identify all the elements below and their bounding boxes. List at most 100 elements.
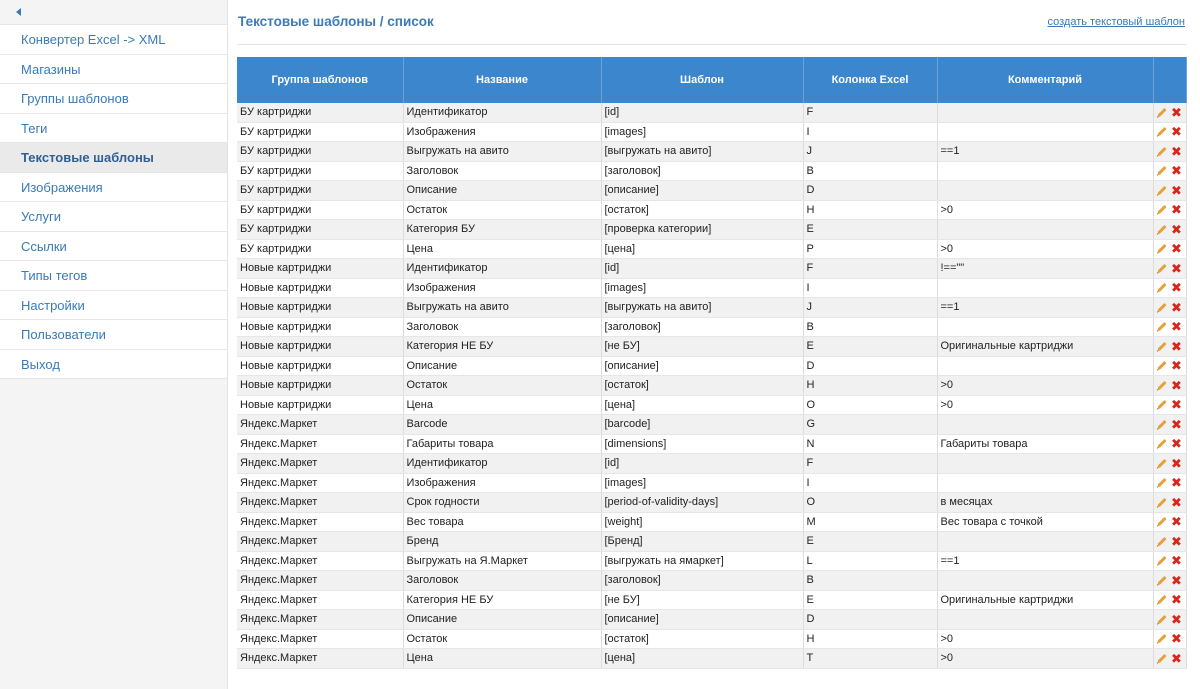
delete-x-icon[interactable]: ✖ (1171, 104, 1182, 120)
pencil-icon[interactable] (1157, 419, 1167, 429)
cell-excel-column: J (803, 141, 938, 162)
delete-x-icon[interactable]: ✖ (1171, 221, 1182, 237)
delete-x-icon[interactable]: ✖ (1171, 280, 1182, 296)
cell-group: БУ картриджи (237, 200, 404, 220)
delete-x-icon[interactable]: ✖ (1171, 319, 1182, 335)
cell-template: [описание] (601, 356, 804, 376)
sidebar-item[interactable]: Магазины (0, 54, 227, 84)
cell-name: Описание (403, 609, 602, 630)
sidebar-item[interactable]: Теги (0, 113, 227, 143)
delete-x-icon[interactable]: ✖ (1171, 377, 1182, 393)
delete-x-icon[interactable]: ✖ (1171, 436, 1182, 452)
pencil-icon[interactable] (1157, 127, 1167, 137)
pencil-icon[interactable] (1157, 361, 1167, 371)
row-actions: ✖ (1153, 551, 1187, 571)
pencil-icon[interactable] (1157, 439, 1167, 449)
cell-group: Яндекс.Маркет (237, 609, 404, 630)
pencil-icon[interactable] (1157, 244, 1167, 254)
sidebar-item[interactable]: Конвертер Excel -> XML (0, 25, 227, 55)
pencil-icon[interactable] (1157, 302, 1167, 312)
cell-name: Остаток (403, 375, 602, 396)
delete-x-icon[interactable]: ✖ (1171, 592, 1182, 608)
delete-x-icon[interactable]: ✖ (1171, 572, 1182, 588)
pencil-icon[interactable] (1157, 458, 1167, 468)
pencil-icon[interactable] (1157, 205, 1167, 215)
cell-excel-column: F (803, 453, 938, 474)
row-actions: ✖ (1153, 200, 1187, 220)
sidebar-item[interactable]: Группы шаблонов (0, 84, 227, 114)
delete-x-icon[interactable]: ✖ (1171, 631, 1182, 647)
pencil-icon[interactable] (1157, 556, 1167, 566)
delete-x-icon[interactable]: ✖ (1171, 202, 1182, 218)
pencil-icon[interactable] (1157, 146, 1167, 156)
delete-x-icon[interactable]: ✖ (1171, 611, 1182, 627)
column-header-group[interactable]: Группа шаблонов (237, 57, 404, 103)
sidebar-item[interactable]: Настройки (0, 290, 227, 320)
delete-x-icon[interactable]: ✖ (1171, 475, 1182, 491)
pencil-icon[interactable] (1157, 166, 1167, 176)
cell-comment: Оригинальные картриджи (937, 336, 1154, 357)
cell-template: [остаток] (601, 375, 804, 396)
pencil-icon[interactable] (1157, 595, 1167, 605)
create-text-template-link[interactable]: создать текстовый шаблон (1047, 16, 1185, 28)
column-header-name[interactable]: Название (403, 57, 602, 103)
delete-x-icon[interactable]: ✖ (1171, 299, 1182, 315)
pencil-icon[interactable] (1157, 283, 1167, 293)
delete-x-icon[interactable]: ✖ (1171, 533, 1182, 549)
pencil-icon[interactable] (1157, 380, 1167, 390)
delete-x-icon[interactable]: ✖ (1171, 650, 1182, 666)
pencil-icon[interactable] (1157, 575, 1167, 585)
delete-x-icon[interactable]: ✖ (1171, 163, 1182, 179)
pencil-icon[interactable] (1157, 341, 1167, 351)
pencil-icon[interactable] (1157, 517, 1167, 527)
sidebar-item[interactable]: Выход (0, 349, 227, 379)
cell-template: [id] (601, 453, 804, 474)
column-header-template[interactable]: Шаблон (601, 57, 804, 103)
delete-x-icon[interactable]: ✖ (1171, 514, 1182, 530)
pencil-icon[interactable] (1157, 634, 1167, 644)
delete-x-icon[interactable]: ✖ (1171, 124, 1182, 140)
pencil-icon[interactable] (1157, 653, 1167, 663)
cell-excel-column: E (803, 590, 938, 610)
pencil-icon[interactable] (1157, 322, 1167, 332)
pencil-icon[interactable] (1157, 263, 1167, 273)
pencil-icon[interactable] (1157, 400, 1167, 410)
cell-group: Новые картриджи (237, 395, 404, 415)
pencil-icon[interactable] (1157, 497, 1167, 507)
sidebar-item[interactable]: Пользователи (0, 320, 227, 350)
delete-x-icon[interactable]: ✖ (1171, 338, 1182, 354)
row-actions: ✖ (1153, 122, 1187, 142)
pencil-icon[interactable] (1157, 224, 1167, 234)
pencil-icon[interactable] (1157, 185, 1167, 195)
delete-x-icon[interactable]: ✖ (1171, 241, 1182, 257)
pencil-icon[interactable] (1157, 478, 1167, 488)
delete-x-icon[interactable]: ✖ (1171, 455, 1182, 471)
cell-name: Цена (403, 648, 602, 669)
column-header-comment[interactable]: Комментарий (937, 57, 1154, 103)
sidebar-item[interactable]: Ссылки (0, 231, 227, 261)
column-header-excel-column[interactable]: Колонка Excel (803, 57, 938, 103)
delete-x-icon[interactable]: ✖ (1171, 416, 1182, 432)
sidebar-item[interactable]: Типы тегов (0, 261, 227, 291)
delete-x-icon[interactable]: ✖ (1171, 260, 1182, 276)
delete-x-icon[interactable]: ✖ (1171, 397, 1182, 413)
cell-name: Идентификатор (403, 453, 602, 474)
cell-comment: >0 (937, 629, 1154, 649)
pencil-icon[interactable] (1157, 107, 1167, 117)
cell-template: [остаток] (601, 629, 804, 649)
delete-x-icon[interactable]: ✖ (1171, 553, 1182, 569)
sidebar-collapse-button[interactable] (0, 0, 227, 25)
pencil-icon[interactable] (1157, 614, 1167, 624)
table-row: БУ картриджи Идентификатор [id] F ✖ (237, 103, 1187, 123)
sidebar-item[interactable]: Изображения (0, 172, 227, 202)
cell-comment (937, 219, 1154, 240)
table-row: БУ картриджи Изображения [images] I ✖ (237, 122, 1187, 142)
delete-x-icon[interactable]: ✖ (1171, 182, 1182, 198)
delete-x-icon[interactable]: ✖ (1171, 358, 1182, 374)
row-actions: ✖ (1153, 317, 1187, 337)
sidebar-item[interactable]: Текстовые шаблоны (0, 143, 227, 173)
pencil-icon[interactable] (1157, 536, 1167, 546)
delete-x-icon[interactable]: ✖ (1171, 494, 1182, 510)
sidebar-item[interactable]: Услуги (0, 202, 227, 232)
delete-x-icon[interactable]: ✖ (1171, 143, 1182, 159)
